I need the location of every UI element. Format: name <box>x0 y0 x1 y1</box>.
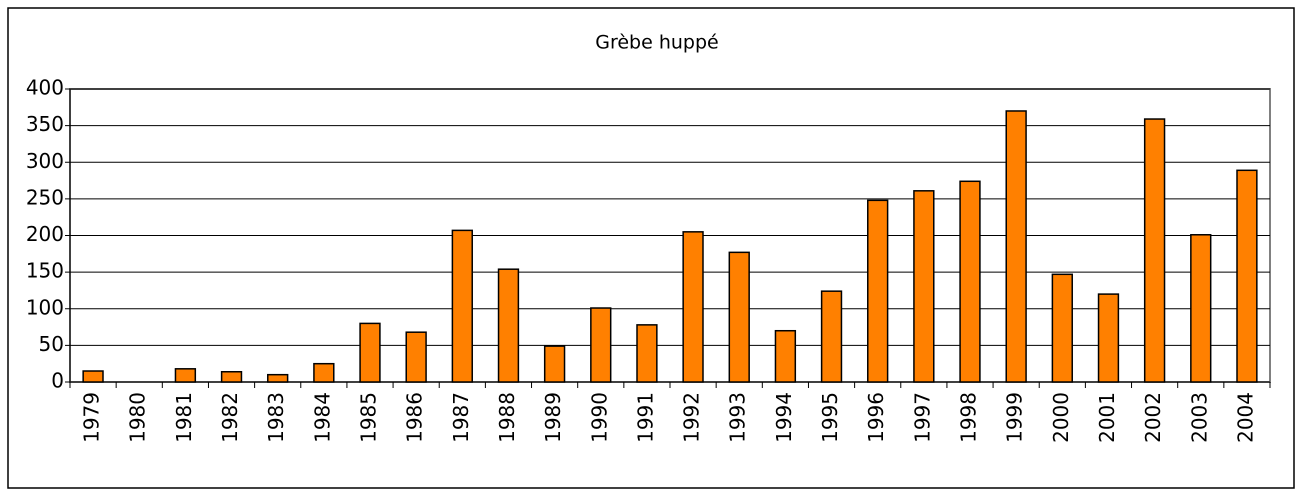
x-tick-label: 2002 <box>1141 392 1165 443</box>
x-tick-label: 1992 <box>680 392 704 443</box>
x-tick-label: 2001 <box>1095 392 1119 443</box>
bar <box>959 180 981 383</box>
y-tick-label: 50 <box>39 332 64 356</box>
bar <box>1005 110 1027 383</box>
bar <box>774 329 797 383</box>
bar <box>913 190 935 383</box>
x-tick-label: 1987 <box>449 392 473 443</box>
bar <box>867 199 889 383</box>
x-tick-label: 1985 <box>357 392 381 443</box>
bar <box>451 229 473 383</box>
x-tick-label: 1998 <box>957 392 981 443</box>
x-tick-label: 1993 <box>726 392 750 443</box>
bar <box>267 373 289 383</box>
x-tick-label: 1981 <box>172 392 196 443</box>
y-tick-label: 150 <box>26 259 64 283</box>
y-tick-label: 300 <box>26 149 64 173</box>
x-tick-label: 1990 <box>587 392 611 443</box>
x-tick-label: 1982 <box>218 392 242 443</box>
bar <box>313 362 335 383</box>
x-tick-label: 1984 <box>310 392 334 443</box>
bar <box>590 307 612 383</box>
y-tick-label: 250 <box>26 185 64 209</box>
x-tick-label: 1979 <box>80 392 104 443</box>
bar <box>220 370 243 383</box>
x-tick-label: 1994 <box>772 392 796 443</box>
bar <box>1236 169 1258 383</box>
x-tick-label: 2003 <box>1187 392 1211 443</box>
bar <box>405 331 427 383</box>
bar <box>82 370 104 383</box>
x-tick-label: 1991 <box>633 392 657 443</box>
y-tick-label: 400 <box>26 76 64 100</box>
x-tick-label: 1988 <box>495 392 519 443</box>
y-tick-label: 200 <box>26 222 64 246</box>
x-tick-label: 1983 <box>264 392 288 443</box>
x-tick-label: 1989 <box>541 392 565 443</box>
x-tick-label: 1980 <box>126 392 150 443</box>
bar <box>1190 234 1212 383</box>
y-tick-label: 100 <box>26 295 64 319</box>
y-tick-label: 350 <box>26 112 64 136</box>
bar <box>1143 118 1166 383</box>
x-tick-label: 1996 <box>864 392 888 443</box>
bar <box>1051 273 1073 383</box>
x-tick-label: 1997 <box>910 392 934 443</box>
bar <box>820 290 843 383</box>
x-tick-label: 1999 <box>1003 392 1027 443</box>
bar <box>359 322 381 383</box>
x-tick-label: 2000 <box>1049 392 1073 443</box>
x-tick-label: 1986 <box>403 392 427 443</box>
bar <box>497 268 520 383</box>
bar <box>543 345 566 383</box>
bar <box>682 231 704 383</box>
x-tick-label: 1995 <box>818 392 842 443</box>
y-tick-label: 0 <box>51 369 64 393</box>
x-tick-label: 2004 <box>1233 392 1257 443</box>
bar <box>174 368 197 383</box>
bar <box>728 251 750 383</box>
bar <box>636 324 658 383</box>
bar <box>1097 293 1120 383</box>
chart-title: Grèbe huppé <box>595 32 719 54</box>
